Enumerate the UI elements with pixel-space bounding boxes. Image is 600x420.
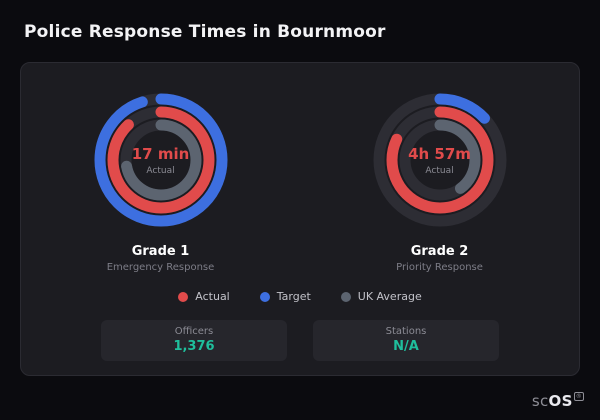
gauge-1-value-label: Actual bbox=[146, 165, 175, 176]
gauge-1-center: 17 min Actual bbox=[86, 85, 236, 235]
gauge-1-grade: Grade 1 bbox=[131, 244, 190, 259]
chart-legend: Actual Target UK Average bbox=[21, 290, 579, 303]
legend-item-uk-average[interactable]: UK Average bbox=[340, 290, 422, 303]
stat-stations-label: Stations bbox=[385, 326, 427, 337]
gauge-2-chart: 4h 57m Actual bbox=[365, 85, 515, 235]
page-title: Police Response Times in Bournmoor bbox=[24, 22, 386, 42]
legend-item-target[interactable]: Target bbox=[259, 290, 311, 303]
scos-logo: scOS ® bbox=[532, 392, 584, 410]
gauges-row: 17 min Actual Grade 1 Emergency Response bbox=[21, 85, 579, 273]
gauge-1-rings-svg bbox=[94, 93, 227, 227]
scos-logo-strong: OS bbox=[548, 392, 573, 410]
gauge-2-center: 4h 57m Actual bbox=[365, 85, 515, 235]
gauge-2-value-label: Actual bbox=[425, 165, 454, 176]
registered-mark-icon: ® bbox=[573, 392, 584, 401]
gauge-1-chart: 17 min Actual bbox=[86, 85, 236, 235]
gauge-2-rings-svg bbox=[373, 93, 506, 227]
stat-officers: Officers 1,376 bbox=[101, 320, 287, 361]
stat-officers-label: Officers bbox=[174, 326, 214, 337]
gauge-2-subtitle: Priority Response bbox=[396, 262, 483, 273]
gauge-grade-2: 4h 57m Actual Grade 2 Priority Response bbox=[300, 85, 579, 273]
legend-dot-target-icon bbox=[259, 291, 270, 302]
stats-row: Officers 1,376 Stations N/A bbox=[101, 320, 499, 361]
legend-dot-uk-average-icon bbox=[340, 291, 351, 302]
legend-item-actual[interactable]: Actual bbox=[178, 290, 230, 303]
gauge-2-grade: Grade 2 bbox=[410, 244, 469, 259]
scos-logo-light: sc bbox=[531, 392, 549, 410]
stat-stations: Stations N/A bbox=[313, 320, 499, 361]
gauge-1-subtitle: Emergency Response bbox=[106, 262, 215, 273]
gauge-1-value: 17 min bbox=[131, 144, 190, 163]
legend-label-actual: Actual bbox=[195, 290, 230, 303]
stat-stations-value: N/A bbox=[393, 339, 419, 354]
stat-officers-value: 1,376 bbox=[173, 339, 215, 354]
response-times-card: 17 min Actual Grade 1 Emergency Response bbox=[20, 62, 580, 376]
legend-dot-actual-icon bbox=[178, 291, 189, 302]
legend-label-uk-average: UK Average bbox=[357, 290, 422, 303]
gauge-2-value: 4h 57m bbox=[408, 144, 471, 163]
gauge-grade-1: 17 min Actual Grade 1 Emergency Response bbox=[21, 85, 300, 273]
legend-label-target: Target bbox=[276, 290, 311, 303]
